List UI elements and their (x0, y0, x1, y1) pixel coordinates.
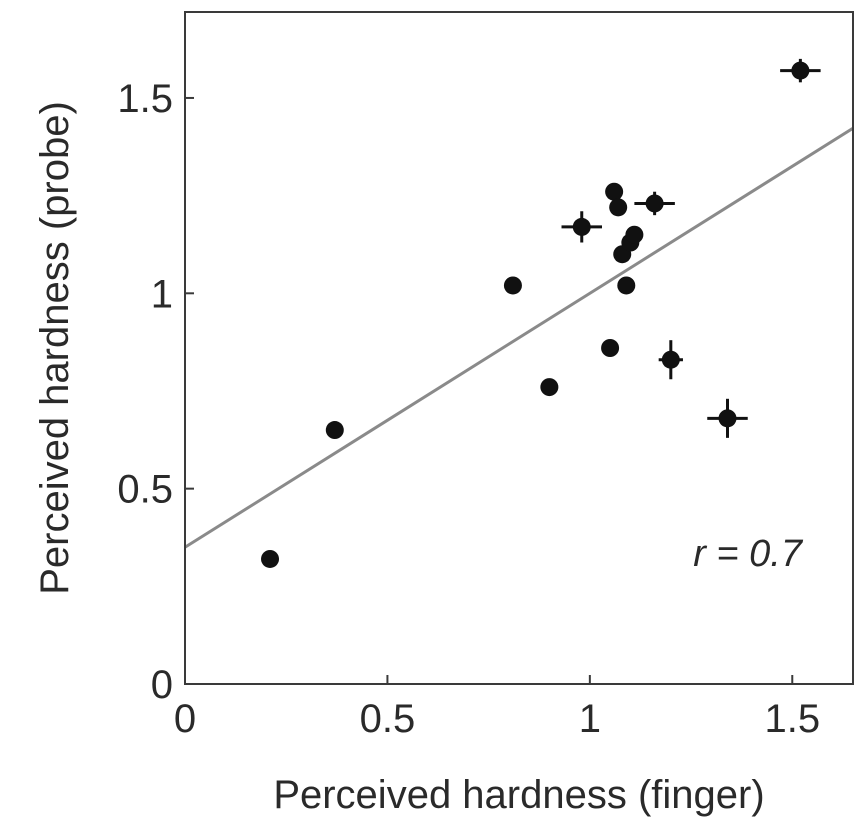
fit-line-group (184, 126, 854, 549)
data-point (325, 421, 344, 440)
y-tick-label: 0.5 (117, 468, 173, 512)
y-tick-label: 0 (151, 663, 173, 707)
tick-labels: 0 0.5 1 1.5 0 0.5 1 1.5 (117, 77, 820, 741)
data-point (261, 549, 280, 568)
data-points (261, 58, 821, 568)
data-point (617, 276, 636, 295)
x-tick-label: 0 (174, 697, 196, 741)
x-tick-label: 1 (579, 697, 601, 741)
data-point (605, 182, 624, 201)
y-axis-label: Perceived hardness (probe) (33, 101, 77, 595)
data-point (609, 198, 628, 217)
data-point (540, 378, 559, 397)
data-point (791, 61, 810, 80)
x-axis-label: Perceived hardness (finger) (273, 773, 764, 817)
data-point (572, 217, 591, 236)
data-point (645, 194, 664, 213)
x-tick-label: 1.5 (764, 697, 820, 741)
data-point (718, 409, 737, 428)
y-tick-label: 1.5 (117, 77, 173, 121)
correlation-annotation: r = 0.7 (693, 533, 804, 575)
fit-line (184, 126, 854, 549)
data-point (625, 225, 644, 244)
data-point (661, 350, 680, 369)
data-point (503, 276, 522, 295)
data-point (601, 339, 620, 357)
y-tick-label: 1 (151, 272, 173, 316)
plot-frame (184, 11, 854, 685)
x-tick-label: 0.5 (360, 697, 416, 741)
axis-ticks (184, 96, 794, 685)
